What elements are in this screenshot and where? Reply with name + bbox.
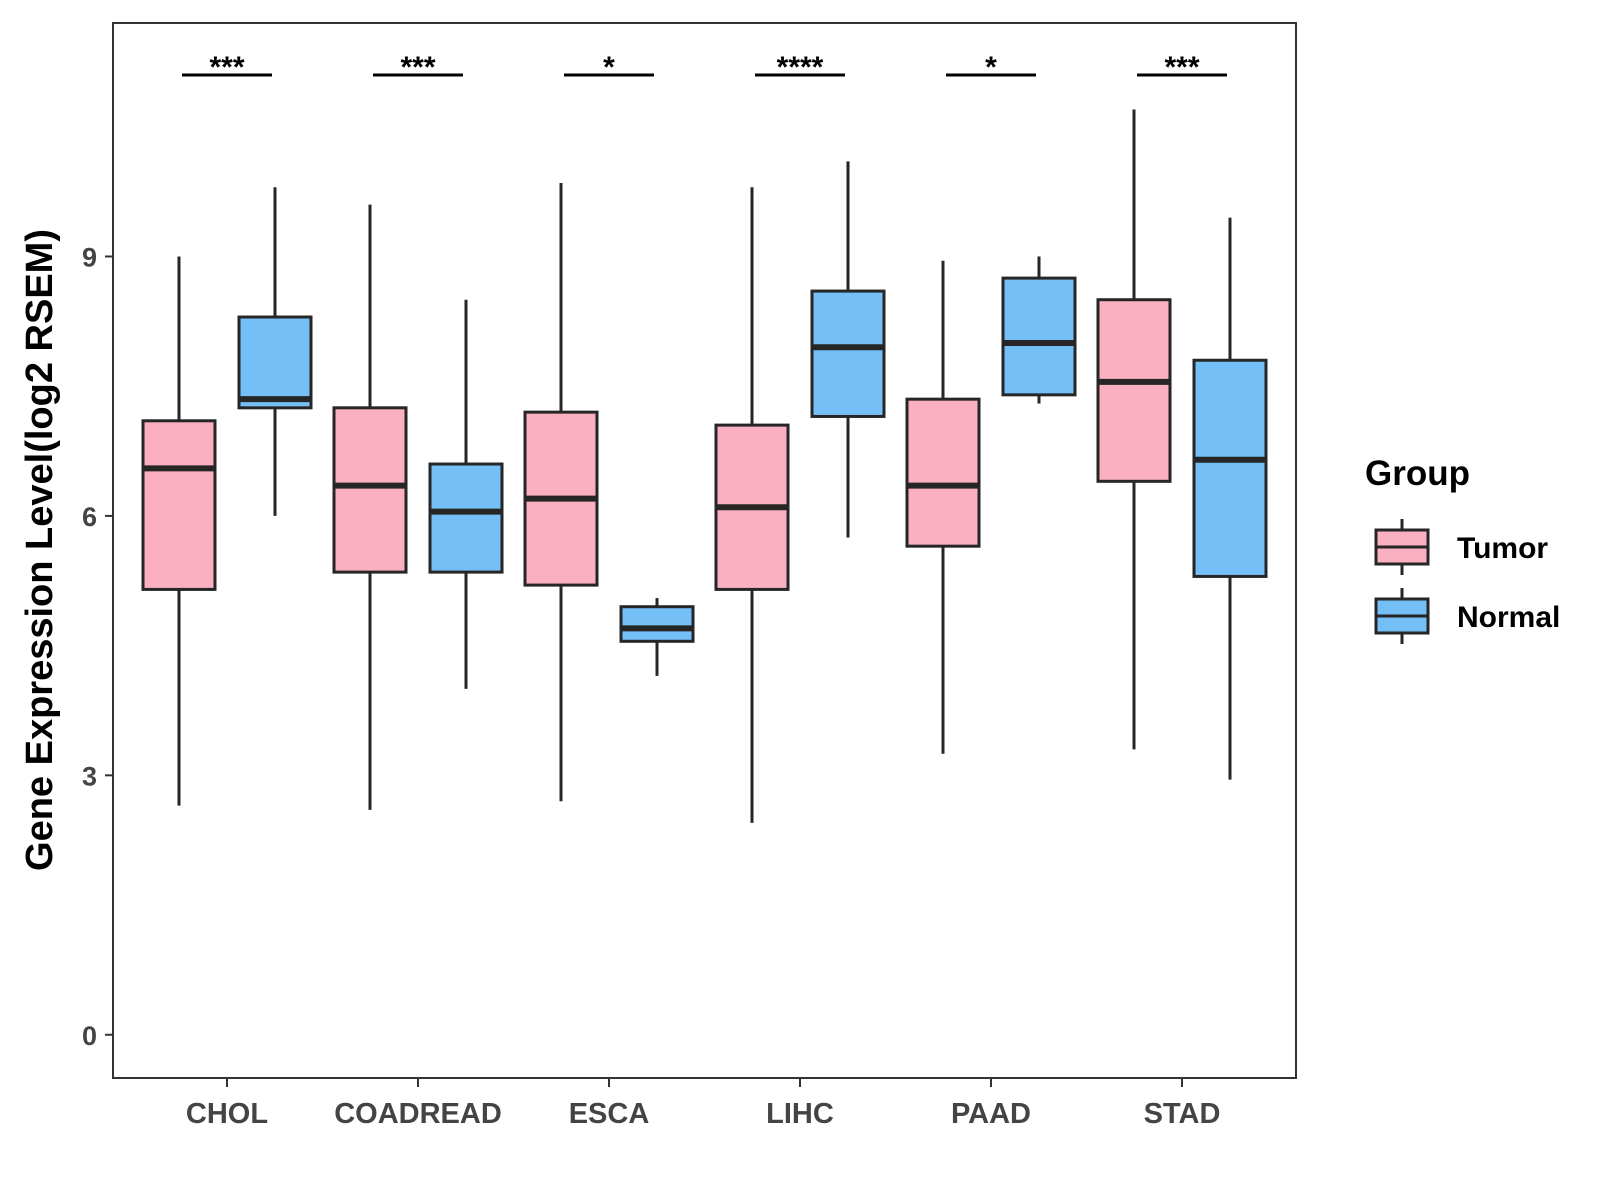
x-axis: CHOL COADREAD ESCA LIHC PAAD STAD (186, 1078, 1220, 1130)
y-tick-label: 0 (82, 1021, 97, 1051)
plot-panel (112, 22, 1297, 1079)
box-tumor (141, 256, 217, 806)
x-tick-label: LIHC (766, 1098, 834, 1130)
box-iqr (905, 397, 981, 548)
y-tick-label: 6 (82, 502, 97, 532)
boxes-layer (141, 109, 1268, 823)
box-iqr (141, 419, 217, 591)
y-axis-title: Gene Expression Level(log2 RSEM) (19, 229, 61, 871)
legend-item-tumor: Tumor (1374, 519, 1548, 575)
box-tumor (1096, 109, 1172, 750)
significance-label: * (603, 51, 615, 84)
significance-label: *** (209, 51, 244, 84)
significance-label: *** (1164, 51, 1199, 84)
box-tumor (905, 260, 981, 754)
box-normal (1001, 256, 1077, 404)
box-tumor (523, 182, 599, 802)
box-iqr (428, 462, 504, 574)
legend-title: Group (1365, 454, 1470, 493)
x-tick-label: CHOL (186, 1098, 268, 1130)
box-iqr (237, 315, 313, 410)
significance-label: *** (400, 51, 435, 84)
significance-layer: *** *** * **** * *** (182, 51, 1227, 84)
box-iqr (1192, 358, 1268, 578)
x-tick-label: PAAD (951, 1098, 1031, 1130)
box-tumor (332, 204, 408, 810)
x-tick-label: ESCA (569, 1098, 650, 1130)
box-normal (619, 598, 695, 676)
box-iqr (619, 605, 695, 643)
legend-label: Normal (1457, 601, 1560, 634)
y-tick-label: 9 (82, 242, 97, 272)
significance-label: * (985, 51, 997, 84)
box-iqr (810, 289, 886, 418)
box-normal (237, 187, 313, 516)
box-normal (1192, 217, 1268, 780)
x-tick-label: COADREAD (334, 1098, 502, 1130)
x-tick-label: STAD (1144, 1098, 1221, 1130)
box-iqr (1001, 276, 1077, 397)
box-tumor (714, 187, 790, 823)
legend-label: Tumor (1457, 532, 1548, 565)
y-tick-label: 3 (82, 761, 97, 791)
legend-item-normal: Normal (1374, 588, 1560, 644)
box-normal (810, 161, 886, 538)
box-iqr (1096, 298, 1172, 483)
box-normal (428, 299, 504, 689)
box-iqr (332, 406, 408, 574)
significance-label: **** (777, 51, 824, 84)
y-axis: 0 3 6 9 (82, 242, 113, 1051)
legend: Group Tumor Normal (1365, 454, 1560, 644)
